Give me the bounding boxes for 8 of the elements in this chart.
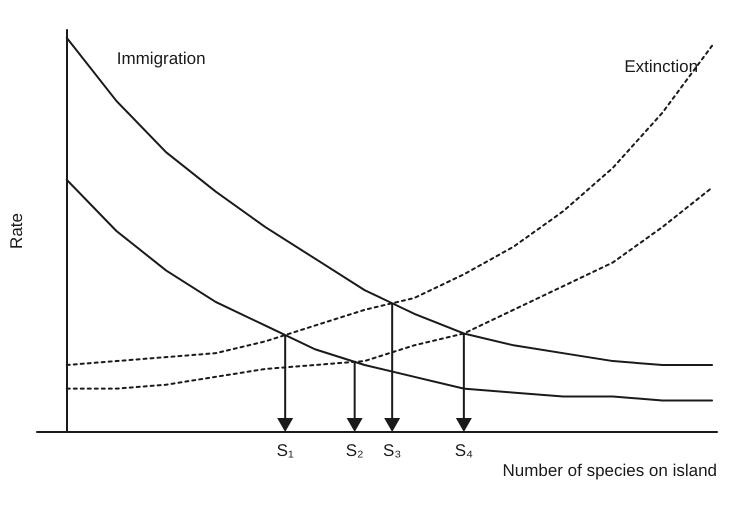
series-label: Immigration: [116, 48, 206, 68]
text: S₂: [346, 441, 364, 460]
text: S₁: [276, 441, 294, 460]
series-label: Extinction: [624, 56, 698, 76]
text: S₃: [383, 441, 402, 460]
text: S₄: [454, 441, 474, 460]
y-axis-title: Rate: [7, 213, 26, 249]
x-axis-title: Number of species on island: [502, 461, 717, 480]
